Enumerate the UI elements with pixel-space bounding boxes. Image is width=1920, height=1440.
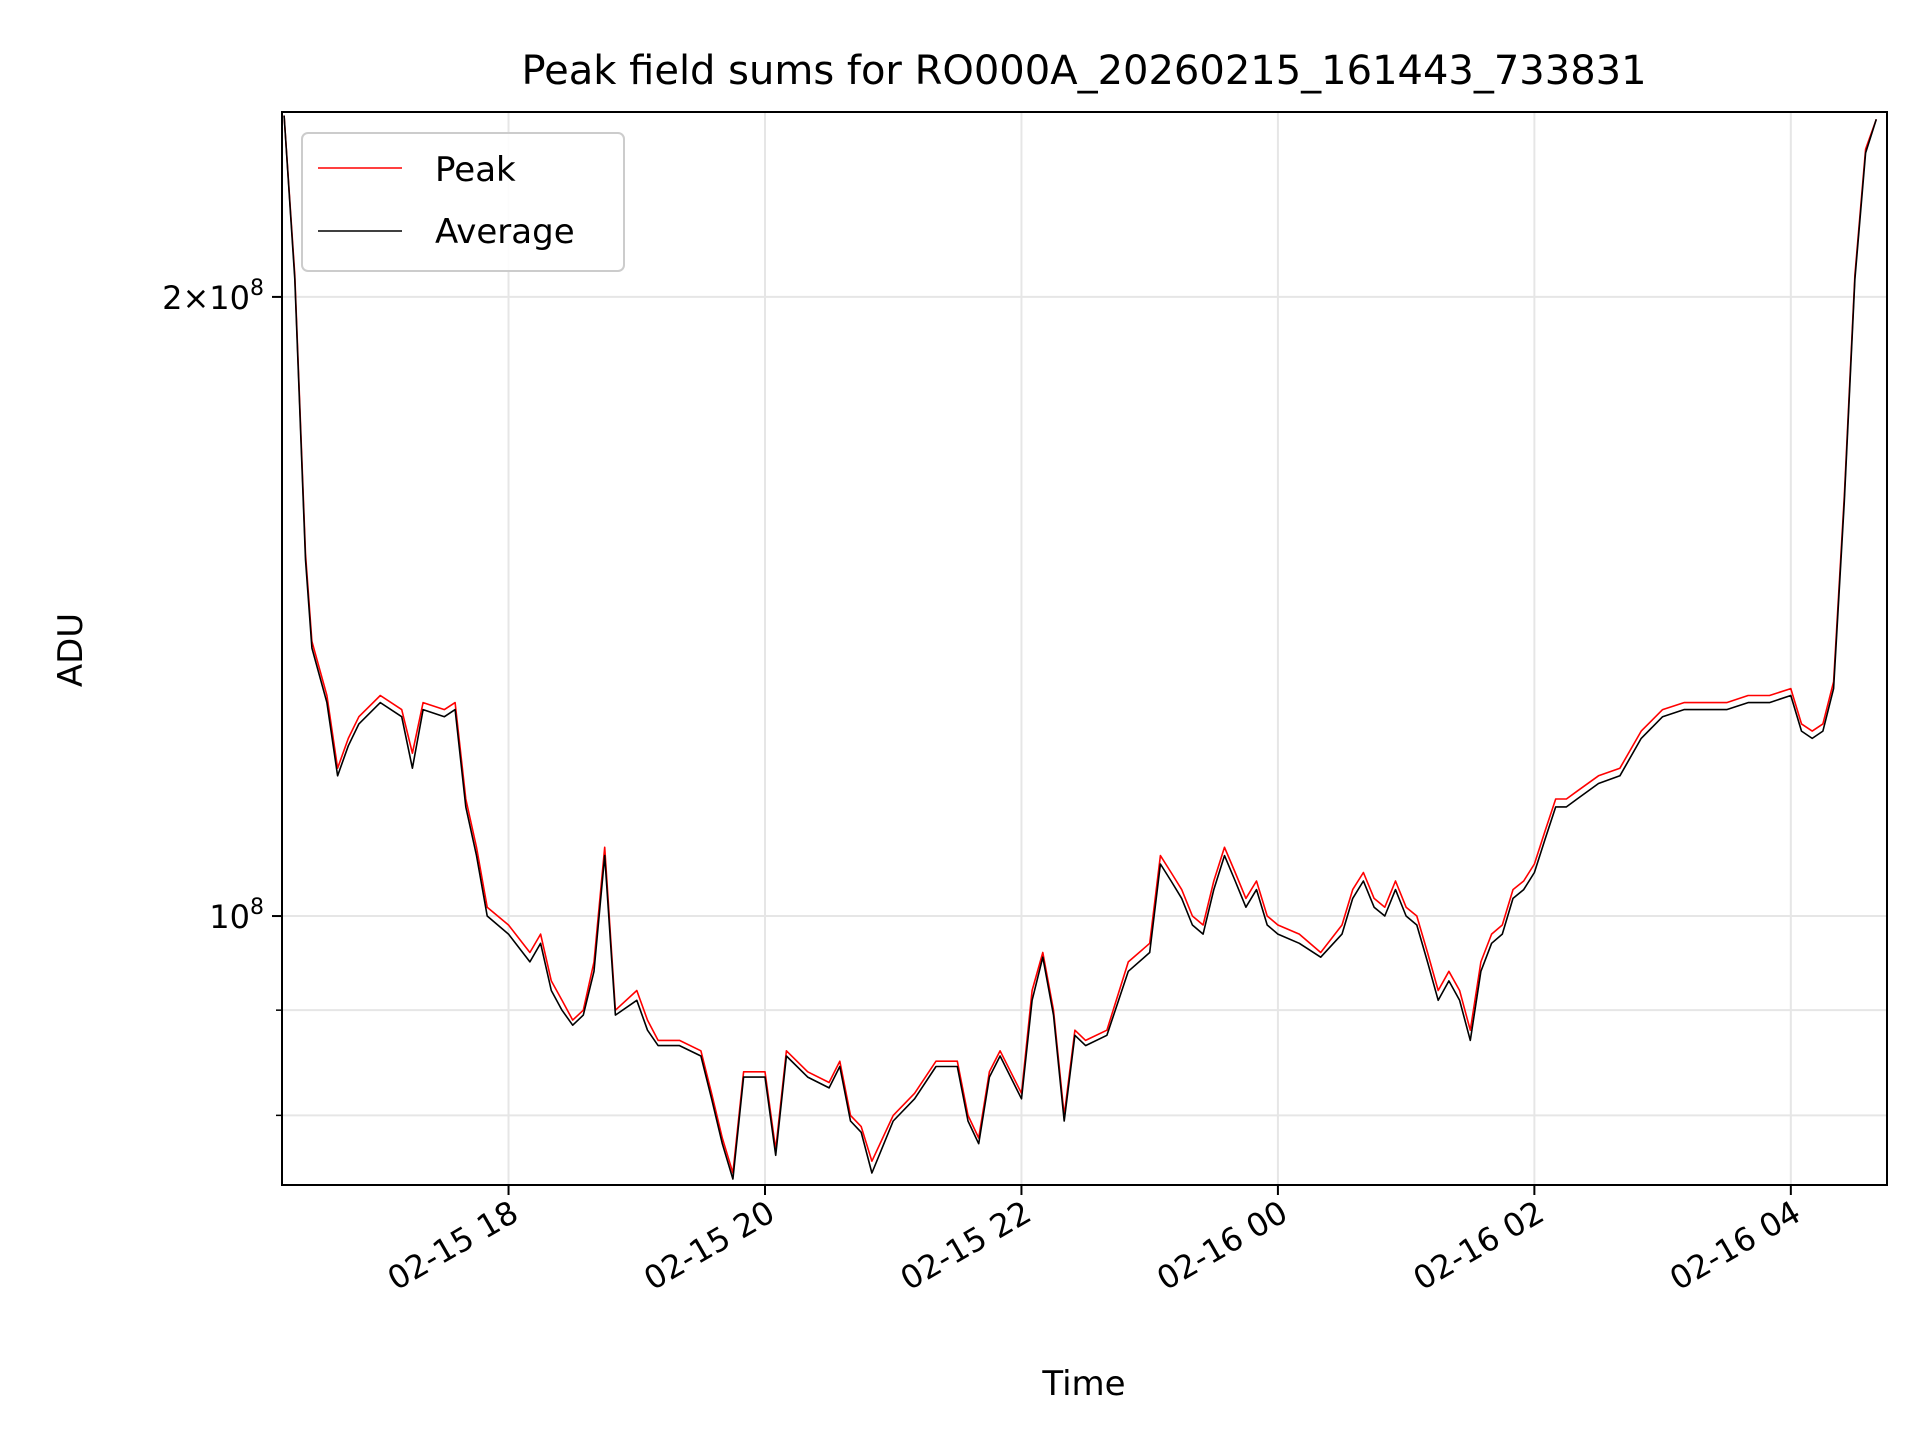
grid — [282, 112, 1887, 1185]
legend-label-average: Average — [435, 212, 575, 252]
y-tick-label: 2×108 — [162, 276, 264, 317]
series-line-peak — [283, 115, 1878, 1174]
series-line-average — [283, 115, 1878, 1180]
plot-area — [283, 115, 1878, 1180]
x-axis-label: Time — [1041, 1364, 1125, 1404]
y-tick-base: 10 — [209, 279, 250, 317]
y-tick-label: 108 — [209, 895, 264, 936]
chart-title: Peak field sums for RO000A_20260215_1614… — [521, 48, 1646, 94]
y-tick-base: 10 — [209, 898, 250, 936]
legend: Peak Average — [301, 132, 625, 272]
axes-frame — [281, 111, 1888, 1186]
y-tick-exponent: 8 — [250, 895, 264, 920]
y-tick-exponent: 8 — [250, 276, 264, 301]
y-tick-coef: 2× — [162, 279, 209, 317]
legend-label-peak: Peak — [435, 150, 516, 190]
y-axis-label: ADU — [51, 613, 91, 687]
